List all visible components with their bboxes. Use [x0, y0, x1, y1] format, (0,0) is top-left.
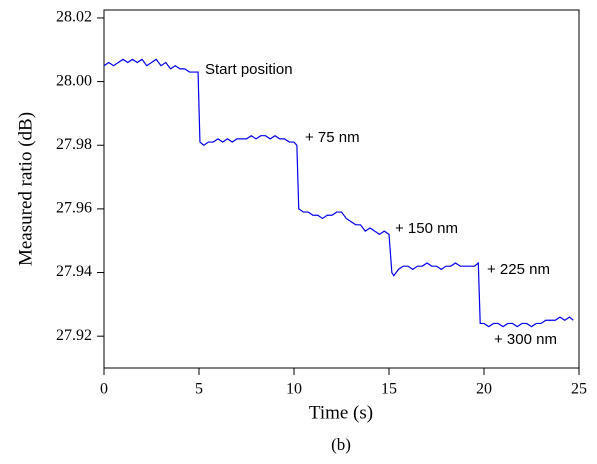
y-tick-label: 27.98	[56, 136, 92, 153]
x-tick-label: 10	[286, 381, 302, 398]
annotation: + 75 nm	[305, 129, 360, 146]
plot-frame	[103, 9, 580, 369]
x-tick-label: 0	[100, 381, 108, 398]
data-line	[103, 58, 574, 328]
caption: (b)	[331, 435, 351, 454]
x-axis-label: Time (s)	[309, 402, 373, 423]
annotation: + 225 nm	[487, 261, 550, 278]
y-tick-label: 28.00	[56, 72, 92, 89]
y-tick-label: 27.94	[56, 263, 92, 280]
x-tick-label: 5	[195, 381, 203, 398]
y-axis-label: Measured ratio (dB)	[15, 112, 36, 266]
annotation: + 300 nm	[494, 331, 557, 348]
y-tick-label: 28.02	[56, 9, 92, 26]
x-tick-label: 25	[571, 381, 587, 398]
x-tick-label: 20	[476, 381, 492, 398]
x-tick-label: 15	[381, 381, 397, 398]
annotation: Start position	[205, 61, 293, 78]
y-tick-label: 27.96	[56, 200, 92, 217]
annotation: + 150 nm	[395, 220, 458, 237]
y-tick-label: 27.92	[56, 327, 92, 344]
